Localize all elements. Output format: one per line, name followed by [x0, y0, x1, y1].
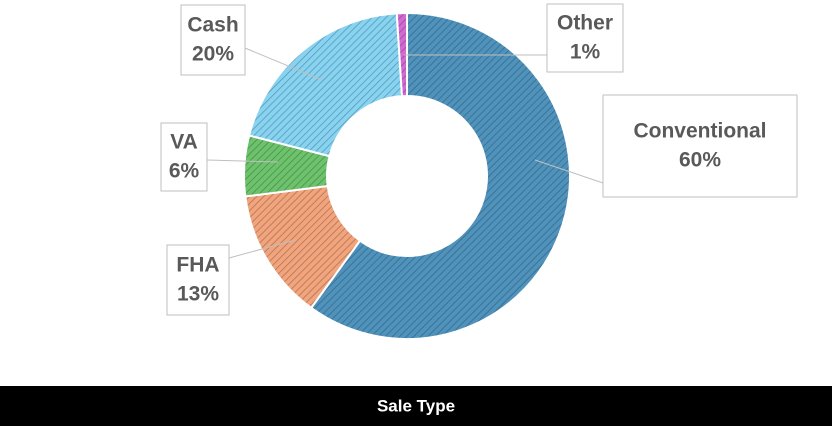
- category-label: Conventional: [633, 120, 766, 143]
- value-label: 6%: [169, 160, 200, 183]
- leader-line: [534, 159, 604, 184]
- leader-line: [206, 159, 279, 163]
- donut-slice: [395, 11, 408, 98]
- label-box: [180, 4, 246, 76]
- donut-slice: [247, 12, 404, 158]
- category-label: VA: [170, 131, 198, 154]
- chart-title: Sale Type: [377, 396, 455, 415]
- category-label: Cash: [187, 14, 238, 37]
- label-box: [546, 3, 624, 73]
- label-box: [602, 94, 798, 198]
- leader-line: [244, 47, 323, 81]
- value-label: 20%: [192, 43, 234, 66]
- category-label: Other: [557, 12, 613, 35]
- value-label: 13%: [177, 283, 219, 306]
- category-label: FHA: [176, 254, 219, 277]
- value-label: 60%: [679, 149, 721, 172]
- leader-line: [228, 239, 296, 259]
- title-bar: [0, 386, 832, 426]
- value-label: 1%: [570, 41, 601, 64]
- label-box: [166, 244, 230, 316]
- label-box: [160, 122, 208, 192]
- donut-slice: [309, 11, 571, 340]
